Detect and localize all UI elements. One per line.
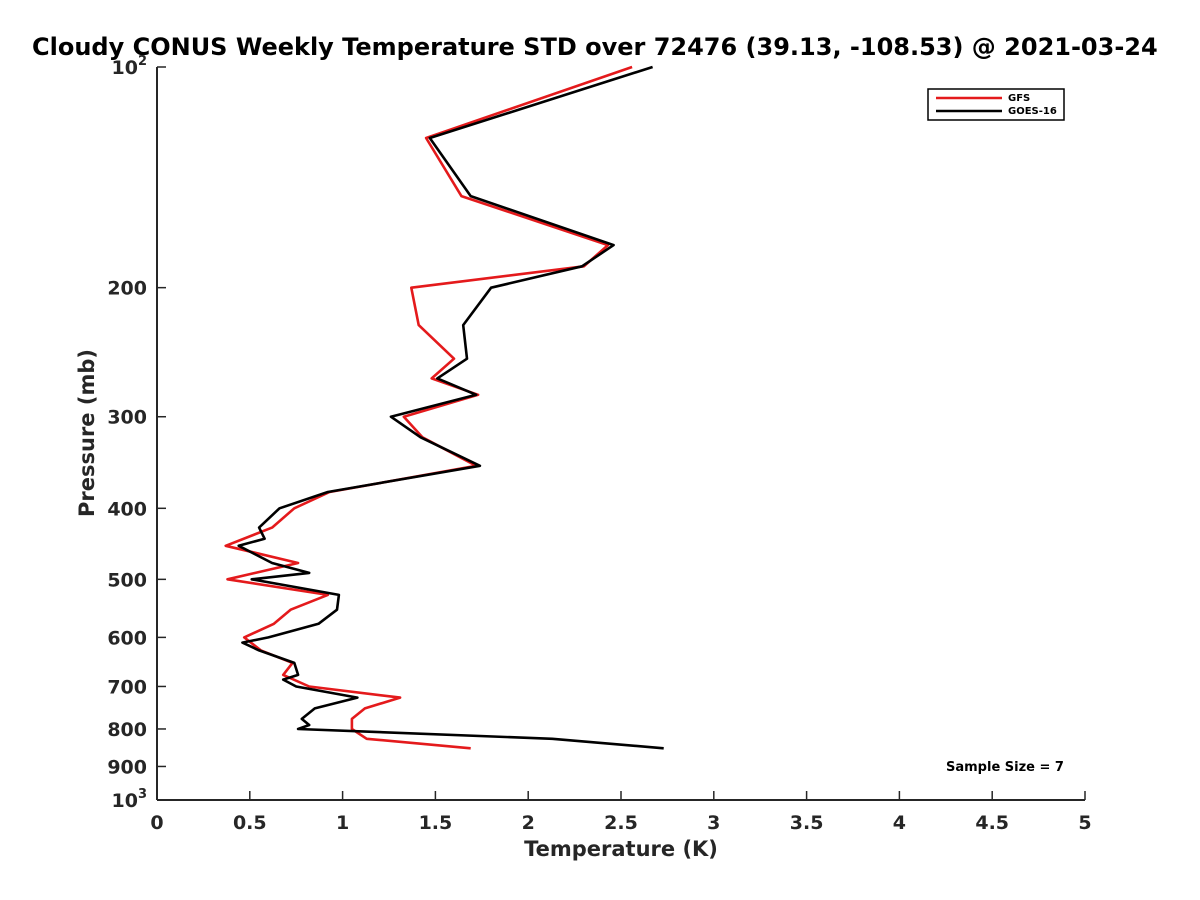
legend-box (927, 88, 1065, 121)
x-axis-ticks: 0 0.5 1 1.5 2 2.5 3 3.5 4 4.5 5 (150, 791, 1092, 834)
y-tick-label: 103 (112, 787, 148, 812)
legend: GFS GOES-16 (927, 88, 1065, 121)
series-layer (224, 65, 664, 750)
series-line-gfs (224, 65, 633, 750)
y-tick-base: 10 (112, 790, 138, 812)
y-tick-label: 300 (107, 407, 147, 429)
x-tick-label: 0.5 (233, 812, 267, 834)
x-tick-label: 5 (1078, 812, 1091, 834)
chart-title: Cloudy CONUS Weekly Temperature STD over… (32, 33, 1158, 61)
y-tick-label: 500 (107, 569, 147, 591)
sample-size-annotation: Sample Size = 7 (946, 760, 1064, 775)
series-line-goes16 (237, 65, 664, 750)
y-tick-label: 700 (107, 676, 147, 698)
x-tick-label: 3 (707, 812, 720, 834)
x-tick-label: 0 (150, 812, 163, 834)
x-tick-label: 4 (893, 812, 906, 834)
x-tick-label: 4.5 (975, 812, 1009, 834)
y-tick-base: 10 (112, 57, 138, 79)
x-tick-label: 2.5 (604, 812, 638, 834)
y-axis-label: Pressure (mb) (75, 349, 99, 517)
y-tick-label: 200 (107, 278, 147, 300)
x-tick-label: 3.5 (790, 812, 824, 834)
y-tick-label: 400 (107, 498, 147, 520)
legend-label-gfs: GFS (1008, 93, 1030, 104)
x-tick-label: 1 (336, 812, 349, 834)
x-tick-label: 1.5 (419, 812, 453, 834)
y-tick-label: 102 (112, 54, 148, 79)
y-tick-exponent: 2 (138, 54, 147, 69)
legend-label-goes16: GOES-16 (1008, 106, 1057, 117)
x-axis-label: Temperature (K) (524, 837, 718, 861)
y-tick-label: 600 (107, 627, 147, 649)
y-tick-label: 800 (107, 719, 147, 741)
y-tick-label: 900 (107, 756, 147, 778)
x-tick-label: 2 (522, 812, 535, 834)
y-tick-exponent: 3 (138, 787, 147, 802)
